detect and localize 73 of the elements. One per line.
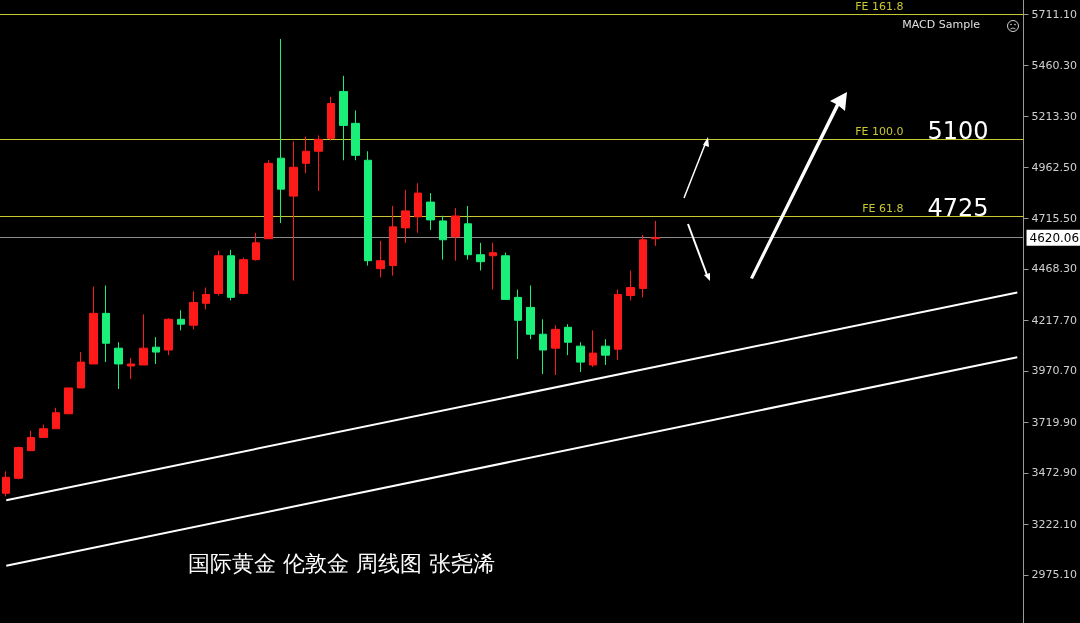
candlestick [651,220,660,247]
candlestick [239,257,248,295]
candlestick [626,270,635,301]
candlestick [52,407,60,430]
candlestick [564,323,572,356]
candlestick [227,249,235,301]
candlestick [139,313,148,366]
candlestick [214,250,223,297]
ref-line-label: FE 100.0 [855,125,904,139]
ref-line-label: FE 61.8 [862,202,904,216]
y-tick-label: 2975.10 [1031,568,1078,582]
candlestick [264,159,273,240]
candlestick [589,329,597,368]
candlestick [89,286,98,365]
annotation: 4725 [927,194,989,223]
y-tick-label: 3222.10 [1031,517,1078,531]
candlestick [576,341,585,373]
candlestick [464,205,472,261]
y-tick-label: 4217.70 [1031,313,1078,327]
candlestick [551,324,560,376]
annotation: 国际黄金 伦敦金 周线图 张尧浠 [188,550,495,576]
candlestick [639,234,647,298]
annotation: MACD Sample [902,18,981,31]
candlestick [252,232,260,262]
candlestick [102,284,110,363]
candlestick [314,134,323,192]
candlestick [114,341,123,390]
candlestick [501,252,510,300]
y-tick-label: 3970.70 [1031,364,1078,378]
candlestick [339,75,348,161]
candlestick [476,242,485,272]
y-tick-label: 4962.50 [1031,161,1078,175]
candlestick [152,336,160,365]
candlestick [414,182,422,234]
candlestick [164,317,173,356]
candlestick [277,38,285,224]
candlestick [327,96,335,141]
candlestick [202,287,210,310]
y-tick-label: 3472.90 [1031,466,1078,480]
candlestick [189,290,198,330]
y-tick-label: 4715.50 [1031,211,1078,225]
candlestick [614,289,622,361]
candlestick [27,430,35,452]
candlestick [514,289,522,360]
candlestick [64,387,73,415]
candlestick [426,192,435,231]
candlestick [439,215,447,261]
ref-line-label: FE 161.8 [855,0,904,14]
candlestick [401,189,410,244]
y-tick-label: 5460.30 [1031,59,1078,73]
y-tick-label: 3719.90 [1031,415,1078,429]
candlestick [77,351,85,389]
candlestick [14,446,23,480]
y-tick-label: 5213.30 [1031,109,1078,123]
candlestick [177,309,185,331]
candlestick [351,109,360,161]
candlestick [289,140,298,282]
candlestick [302,135,310,174]
candlestick [364,150,372,267]
candlestick [376,240,385,278]
candlestick [389,205,397,277]
candlestick [539,318,547,375]
candlestick [39,424,48,439]
candlestick [489,242,497,291]
ref-line-label: 4620.06 [1029,230,1080,245]
candlestick [601,338,610,366]
candlestick [127,357,135,380]
candlestick [2,470,10,497]
candlestick [526,284,535,340]
annotation: 5100 [927,117,989,146]
y-tick-label: 5711.10 [1031,7,1078,21]
candlestick [451,207,460,262]
y-tick-label: 4468.30 [1031,262,1078,276]
